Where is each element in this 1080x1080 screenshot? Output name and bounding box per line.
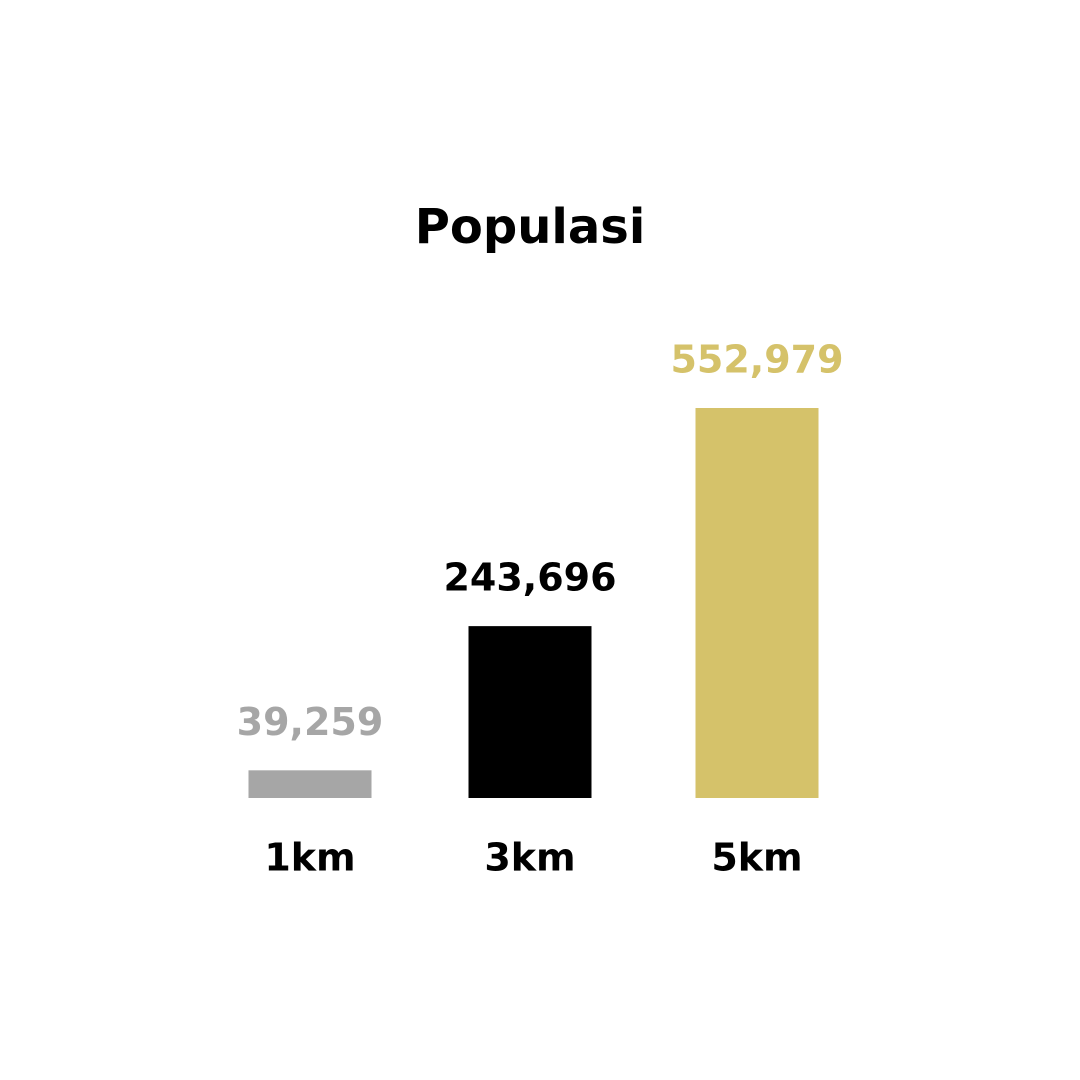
value-label: 552,979 bbox=[670, 338, 843, 382]
chart-title: Populasi bbox=[415, 199, 646, 255]
x-tick-label: 5km bbox=[711, 836, 802, 880]
bar bbox=[248, 770, 372, 798]
value-label: 39,259 bbox=[237, 700, 384, 744]
bar bbox=[468, 626, 592, 798]
bar bbox=[695, 408, 819, 798]
x-tick-label: 3km bbox=[484, 836, 575, 880]
value-label: 243,696 bbox=[443, 556, 616, 600]
x-tick-label: 1km bbox=[264, 836, 355, 880]
